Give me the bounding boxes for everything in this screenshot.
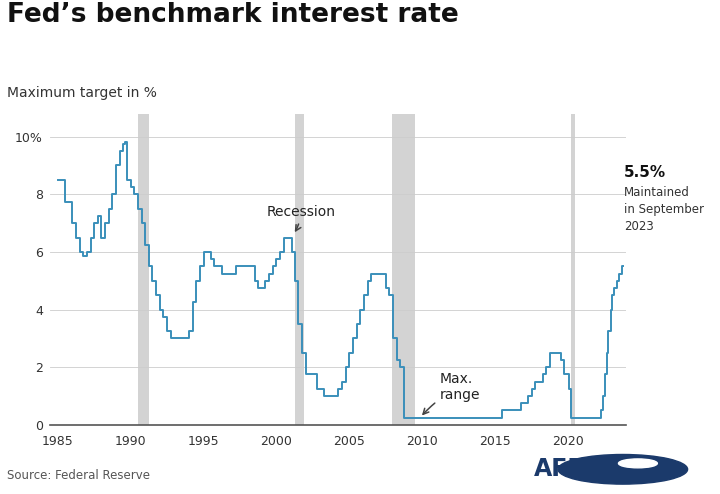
Circle shape bbox=[618, 459, 657, 468]
Text: Maintained
in September
2023: Maintained in September 2023 bbox=[624, 186, 704, 233]
Circle shape bbox=[558, 454, 688, 484]
Text: Maximum target in %: Maximum target in % bbox=[7, 86, 157, 100]
Text: Max.
range: Max. range bbox=[423, 371, 480, 414]
Text: AFP: AFP bbox=[534, 457, 586, 481]
Text: Source: Federal Reserve: Source: Federal Reserve bbox=[7, 469, 150, 482]
Bar bbox=[392, 114, 415, 425]
Bar bbox=[138, 114, 149, 425]
Bar bbox=[570, 114, 575, 425]
Bar bbox=[294, 114, 305, 425]
Text: Recession: Recession bbox=[266, 205, 336, 231]
Text: Fed’s benchmark interest rate: Fed’s benchmark interest rate bbox=[7, 2, 459, 29]
Text: 5.5%: 5.5% bbox=[624, 165, 666, 180]
